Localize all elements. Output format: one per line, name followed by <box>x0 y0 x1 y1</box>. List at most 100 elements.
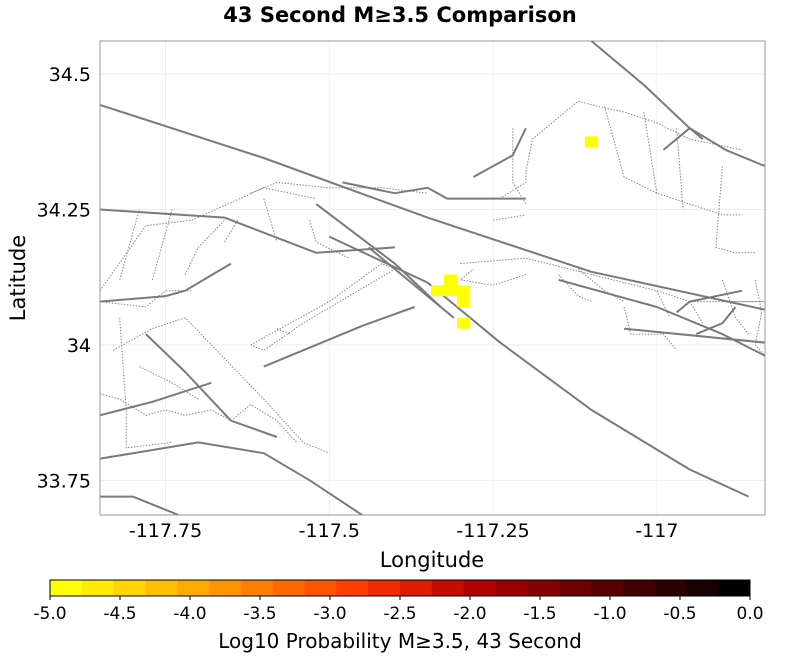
probability-cell <box>584 136 598 148</box>
fault-trace-dotted <box>715 166 756 254</box>
colorbar-swatch <box>527 580 560 596</box>
fault-trace <box>695 306 737 336</box>
colorbar-swatch <box>400 580 433 596</box>
fault-trace-dotted <box>224 220 239 243</box>
fault-trace-dotted <box>493 214 526 221</box>
x-tick-label: -117.5 <box>299 520 360 542</box>
y-tick-label: 34 <box>67 335 91 357</box>
colorbar-swatch <box>81 580 115 596</box>
fault-lines <box>100 41 765 515</box>
fault-trace <box>100 103 765 311</box>
colorbar-ticks: -5.0 -4.5 -4.0 -3.5 -3.0 -2.5 -2.0 -1.5 -1.0 -0.5… <box>33 596 764 624</box>
fault-trace-dotted <box>184 219 225 275</box>
colorbar-swatch <box>622 580 656 596</box>
grid-lines <box>100 41 765 515</box>
probability-cells <box>430 136 598 329</box>
colorbar-tick-label: 0.0 <box>736 604 763 624</box>
fault-trace <box>662 127 704 151</box>
probability-cell <box>457 317 471 329</box>
y-axis-ticks: 34.5 34.25 34 33.75 <box>37 64 91 492</box>
fault-trace-dotted <box>151 209 173 281</box>
colorbar-swatch <box>113 580 146 596</box>
fault-trace <box>328 235 750 498</box>
colorbar-tick-label: -0.5 <box>663 604 696 624</box>
colorbar-tick-label: -5.0 <box>33 604 66 624</box>
fault-trace-dotted <box>100 393 297 443</box>
colorbar-tick-label: -2.0 <box>453 604 486 624</box>
fault-trace <box>100 208 395 254</box>
colorbar-swatch <box>240 580 274 596</box>
colorbar-tick-label: -4.0 <box>173 604 206 624</box>
colorbar: -5.0 -4.5 -4.0 -3.5 -3.0 -2.5 -2.0 -1.5 -1.0 -0.5… <box>33 579 764 653</box>
y-axis-label: Latitude <box>6 235 30 321</box>
fault-trace-dotted <box>656 290 671 319</box>
colorbar-swatch <box>718 580 751 596</box>
colorbar-swatch <box>590 580 624 596</box>
fault-trace <box>100 441 363 515</box>
probability-cell <box>430 285 444 297</box>
fault-trace-dotted <box>100 187 317 291</box>
colorbar-swatch <box>304 580 337 596</box>
x-tick-label: -117 <box>635 520 678 542</box>
fault-trace-dotted <box>100 290 192 308</box>
colorbar-tick-label: -4.5 <box>103 604 136 624</box>
fault-trace-dotted <box>139 366 199 400</box>
fault-trace-dotted <box>721 279 749 335</box>
colorbar-tick-label: -3.5 <box>243 604 276 624</box>
fault-trace-dotted <box>112 317 330 454</box>
x-axis-ticks: -117.75 -117.5 -117.25 -117 <box>129 520 679 542</box>
plot-frame <box>99 40 766 516</box>
fault-trace <box>342 181 526 200</box>
colorbar-swatch <box>495 580 528 596</box>
colorbar-tick-label: -3.0 <box>313 604 346 624</box>
colorbar-swatch <box>431 580 465 596</box>
colorbar-swatch <box>272 580 306 596</box>
fault-trace <box>472 127 527 178</box>
chart-title: 43 Second M≥3.5 Comparison <box>223 3 576 27</box>
colorbar-swatch <box>177 580 210 596</box>
fault-trace-dotted <box>119 317 173 449</box>
probability-cell <box>457 285 471 297</box>
plot-background <box>100 41 765 515</box>
probability-cell <box>443 274 458 286</box>
colorbar-tick-label: -1.0 <box>593 604 626 624</box>
fault-trace <box>558 278 765 357</box>
colorbar-tick-label: -2.5 <box>383 604 416 624</box>
colorbar-label: Log10 Probability M≥3.5, 43 Second <box>218 629 582 653</box>
fault-trace <box>100 495 179 515</box>
fault-trace-dotted <box>119 209 140 281</box>
probability-cell <box>457 296 471 307</box>
fault-trace-dotted <box>604 106 743 216</box>
y-tick-label: 34.25 <box>37 199 91 221</box>
colorbar-swatch <box>686 580 719 596</box>
colorbar-swatch <box>559 580 592 596</box>
x-tick-label: -117.25 <box>456 520 529 542</box>
x-axis-label: Longitude <box>380 548 484 572</box>
colorbar-swatches <box>50 580 751 596</box>
probability-cell <box>443 285 458 297</box>
colorbar-swatch <box>145 580 178 596</box>
fault-trace <box>100 262 232 303</box>
fault-trace-dotted <box>499 171 527 200</box>
fault-trace <box>624 325 765 344</box>
fault-trace-dotted <box>689 301 704 324</box>
fault-trace-dotted <box>577 268 625 303</box>
fault-trace <box>263 306 415 368</box>
map-plot-area <box>99 40 766 516</box>
fault-trace <box>145 333 278 438</box>
x-tick-label: -117.75 <box>129 520 202 542</box>
fault-trace-dotted <box>276 328 291 335</box>
fault-trace <box>675 289 743 314</box>
colorbar-swatch <box>209 580 242 596</box>
fault-trace-dotted <box>250 181 428 194</box>
fault-trace <box>100 381 212 417</box>
colorbar-swatch <box>654 580 687 596</box>
fault-trace-dotted <box>512 128 527 205</box>
fault-trace-dotted <box>460 257 765 303</box>
colorbar-swatch <box>368 580 401 596</box>
fault-trace-dotted <box>459 268 527 286</box>
y-tick-label: 33.75 <box>37 470 91 492</box>
fault-trace <box>315 203 442 308</box>
colorbar-swatch <box>463 580 496 596</box>
